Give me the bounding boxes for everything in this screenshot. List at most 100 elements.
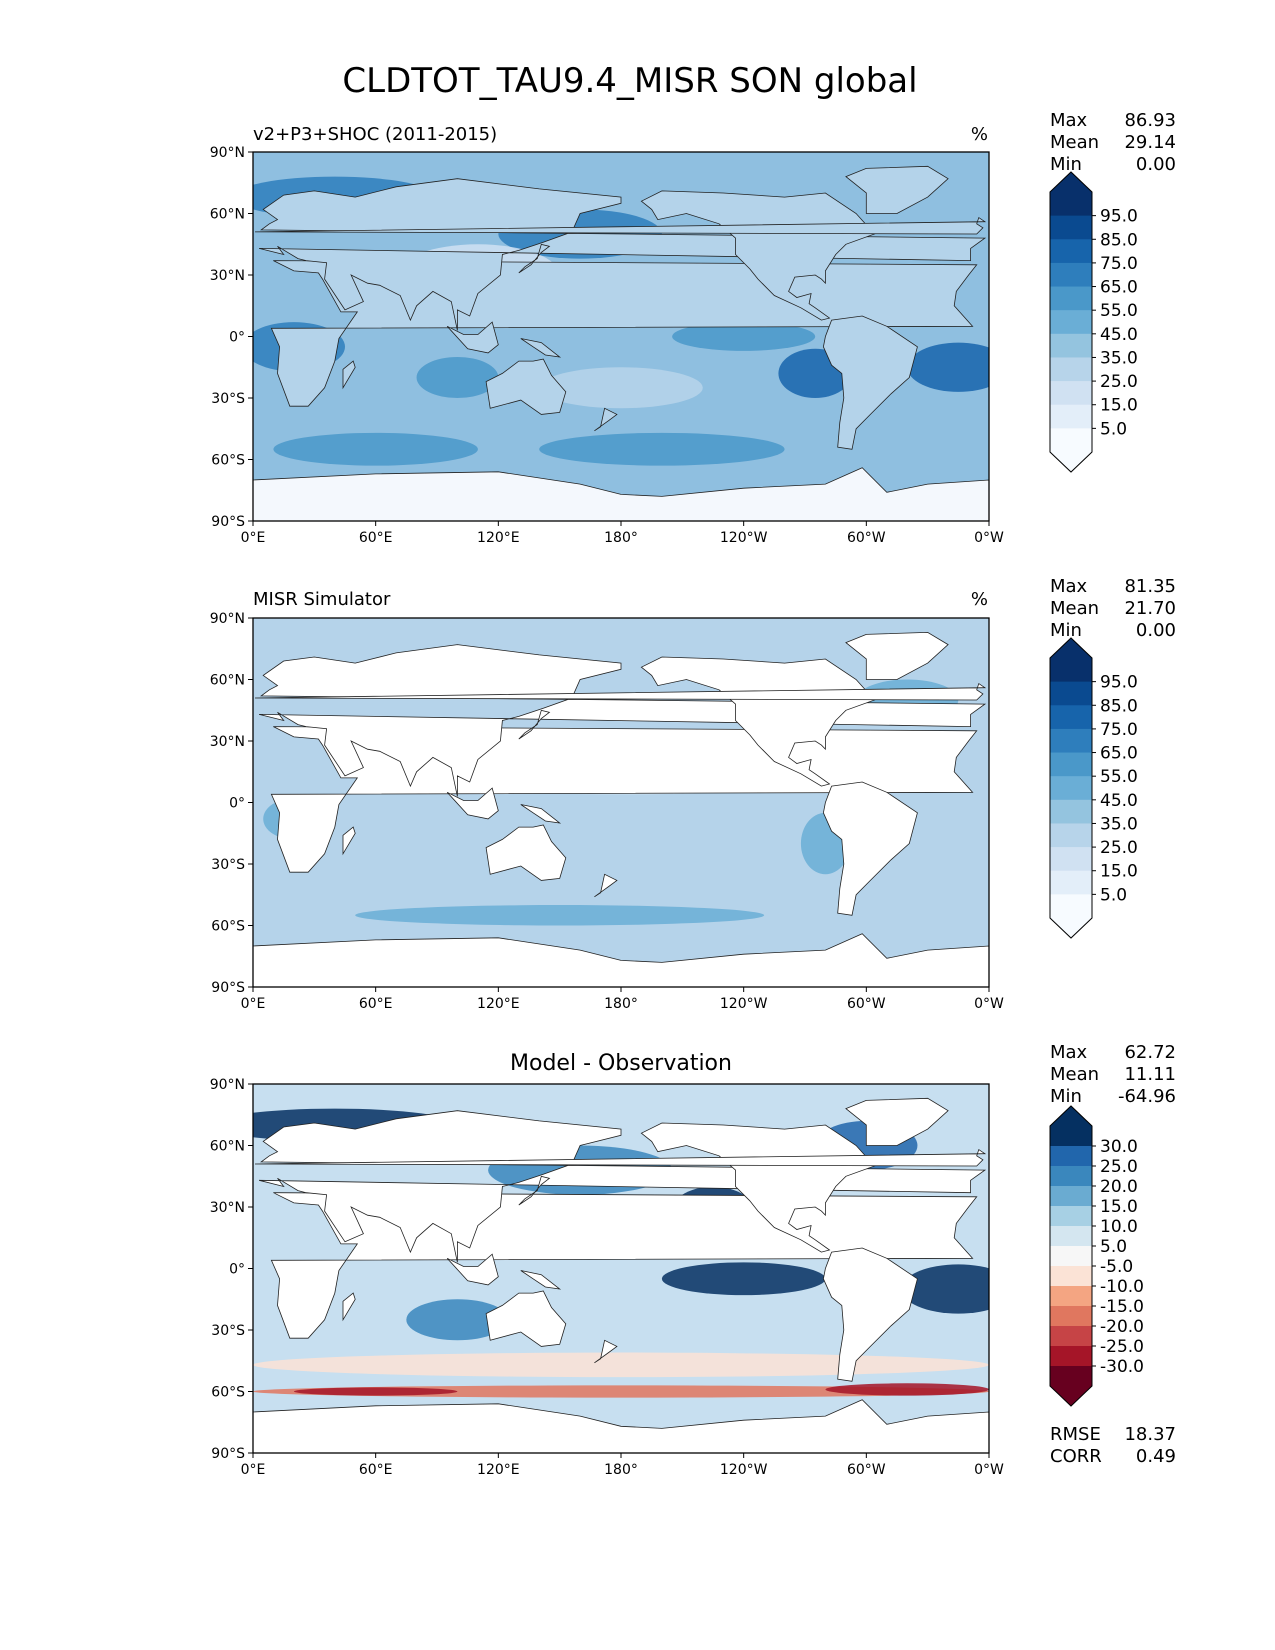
panel-obs: MISR Simulator % 0°E 60°E 120°E 180° 120°W 60… <box>210 576 1176 1012</box>
continent-madagascar <box>342 1292 356 1322</box>
colorbar-segment <box>1050 1166 1092 1187</box>
continent-antarctica <box>253 933 989 987</box>
continent-madagascar <box>342 360 356 390</box>
colorbar-label: 5.0 <box>1100 885 1127 905</box>
stat-value: -64.96 <box>1118 1086 1176 1107</box>
colorbar-segment <box>1050 1266 1092 1287</box>
continent-uk <box>254 682 987 701</box>
y-tick-label: 90°S <box>211 514 245 530</box>
continent-uk <box>254 1148 987 1167</box>
x-tick-label: 120°W <box>720 996 768 1012</box>
colorbar-segment <box>1050 1146 1092 1167</box>
continent-japan <box>518 709 551 740</box>
field-blob <box>539 367 703 409</box>
y-tick-label: 0° <box>229 330 245 346</box>
rmse-corr-block: RMSE 18.37 CORR 0.49 <box>1050 1424 1176 1467</box>
colorbar-label: 15.0 <box>1100 1197 1138 1217</box>
colorbar-segment <box>1050 894 1092 919</box>
continent-indonesia <box>446 1253 499 1286</box>
colorbar-label: 65.0 <box>1100 278 1138 298</box>
continents <box>253 165 989 521</box>
colorbar-segment <box>1050 1326 1092 1347</box>
x-tick-label: 60°W <box>847 1462 886 1478</box>
panel-model: v2+P3+SHOC (2011-2015) % 0°E 60°E 120°E 180… <box>210 110 1176 546</box>
colorbar-label: 5.0 <box>1100 419 1127 439</box>
x-tick-label: 0°W <box>974 1462 1004 1478</box>
stat-value: 81.35 <box>1124 576 1176 597</box>
continent-nz <box>594 407 618 432</box>
colorbar-segment <box>1050 705 1092 730</box>
continent-indonesia <box>446 787 499 820</box>
colorbar-segment <box>1050 1346 1092 1367</box>
continent-eurasia <box>259 644 987 797</box>
stat-value: 18.37 <box>1124 1424 1176 1445</box>
x-tick-label: 180° <box>604 530 638 546</box>
colorbar-segment <box>1050 776 1092 801</box>
continents <box>253 631 989 987</box>
continent-nz <box>594 1339 618 1364</box>
colorbar-extend-bottom <box>1050 1386 1092 1406</box>
field-blob <box>355 905 765 926</box>
continent-madagascar <box>342 826 356 856</box>
colorbar-extend-top <box>1050 172 1092 192</box>
colorbar-extend-top <box>1050 638 1092 658</box>
continent-s_america <box>822 315 918 450</box>
y-tick-label: 90°N <box>210 145 245 161</box>
stat-label: Max <box>1050 1042 1088 1063</box>
panel-title: MISR Simulator <box>253 589 391 610</box>
x-tick-label: 120°E <box>477 996 520 1012</box>
colorbar-label: 25.0 <box>1100 372 1138 392</box>
field-blob <box>253 1352 989 1378</box>
colorbar-label: 65.0 <box>1100 744 1138 764</box>
colorbar-label: 10.0 <box>1100 1217 1138 1237</box>
x-tick-label: 120°E <box>477 1462 520 1478</box>
x-tick-label: 0°E <box>241 996 266 1012</box>
colorbar-segment <box>1050 1366 1092 1387</box>
continent-australia <box>485 1290 567 1347</box>
map-model <box>253 152 989 521</box>
colorbar-segment <box>1050 1186 1092 1207</box>
stat-label: Max <box>1050 110 1088 131</box>
field-blob <box>406 1299 509 1341</box>
continent-new_guinea <box>520 338 562 358</box>
colorbar-segment <box>1050 262 1092 288</box>
x-tick-label: 60°E <box>359 996 393 1012</box>
field-blob <box>293 1387 458 1396</box>
field-blob <box>901 1264 989 1314</box>
y-tick-label: 30°N <box>210 734 245 750</box>
x-tick-label: 60°E <box>359 530 393 546</box>
field-blob <box>273 432 478 466</box>
colorbar-segment <box>1050 333 1092 358</box>
stat-label: Mean <box>1050 598 1099 619</box>
continent-greenland <box>845 1097 949 1146</box>
stat-value: 21.70 <box>1124 598 1176 619</box>
stat-label: Mean <box>1050 1064 1099 1085</box>
panel-diff: Model - Observation 0°E 60°E 120°E 180° 120°… <box>210 1042 1176 1478</box>
colorbar-segment <box>1050 310 1092 335</box>
colorbar-segment <box>1050 1306 1092 1327</box>
y-tick-label: 30°N <box>210 268 245 284</box>
x-tick-label: 120°E <box>477 530 520 546</box>
colorbar-segment <box>1050 428 1092 453</box>
colorbar-segment <box>1050 1246 1092 1267</box>
continent-antarctica <box>253 467 989 521</box>
colorbar-segment <box>1050 381 1092 406</box>
x-tick-label: 60°W <box>847 530 886 546</box>
y-tick-label: 0° <box>229 796 245 812</box>
continent-s_america <box>822 781 918 916</box>
field-blob <box>907 342 989 392</box>
y-tick-label: 90°N <box>210 1077 245 1093</box>
continent-greenland <box>845 165 949 214</box>
stat-value: 0.49 <box>1136 1446 1176 1467</box>
colorbar: 30.025.020.015.010.05.0-5.0-10.0-15.0-20… <box>1049 1105 1144 1407</box>
y-tick-label: 30°S <box>211 1323 245 1339</box>
y-tick-label: 30°S <box>211 391 245 407</box>
y-tick-label: 0° <box>229 1262 245 1278</box>
colorbar-extend-top <box>1050 1106 1092 1126</box>
colorbar-segment <box>1050 799 1092 824</box>
colorbar-extend-bottom <box>1050 452 1092 472</box>
map-axes: 0°E 60°E 120°E 180° 120°W 60°W 0°W 90°N 60°N 30°N… <box>210 1077 1004 1478</box>
colorbar-segment <box>1050 192 1092 217</box>
stat-value: 86.93 <box>1124 110 1176 131</box>
continents <box>253 1097 989 1453</box>
